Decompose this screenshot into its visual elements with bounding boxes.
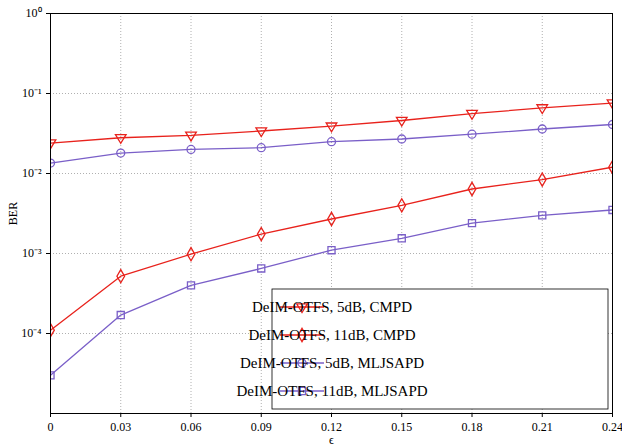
svg-text:10⁻¹: 10⁻¹ [22,86,42,100]
svg-text:DeIM-OTFS, 11dB, MLJSAPD: DeIM-OTFS, 11dB, MLJSAPD [236,383,427,399]
svg-text:DeIM-OTFS, 11dB, CMPD: DeIM-OTFS, 11dB, CMPD [249,327,416,343]
svg-text:0.06: 0.06 [181,420,202,434]
svg-text:DeIM-OTFS, 5dB, MLJSAPD: DeIM-OTFS, 5dB, MLJSAPD [240,355,424,371]
svg-text:10⁻²: 10⁻² [22,166,42,180]
svg-text:10⁻³: 10⁻³ [22,246,42,260]
svg-text:10⁻⁴: 10⁻⁴ [21,326,41,340]
svg-text:0.09: 0.09 [251,420,272,434]
svg-text:ϵ: ϵ [329,433,334,446]
svg-text:0.21: 0.21 [532,420,553,434]
svg-text:BER: BER [6,202,20,225]
svg-text:0.03: 0.03 [110,420,131,434]
svg-text:10⁰: 10⁰ [26,6,42,20]
svg-text:0.24: 0.24 [602,420,622,434]
svg-text:0.15: 0.15 [391,420,412,434]
svg-text:DeIM-OTFS, 5dB, CMPD: DeIM-OTFS, 5dB, CMPD [252,299,412,315]
svg-text:0.18: 0.18 [462,420,483,434]
svg-text:0.12: 0.12 [321,420,342,434]
svg-text:0: 0 [48,420,54,434]
